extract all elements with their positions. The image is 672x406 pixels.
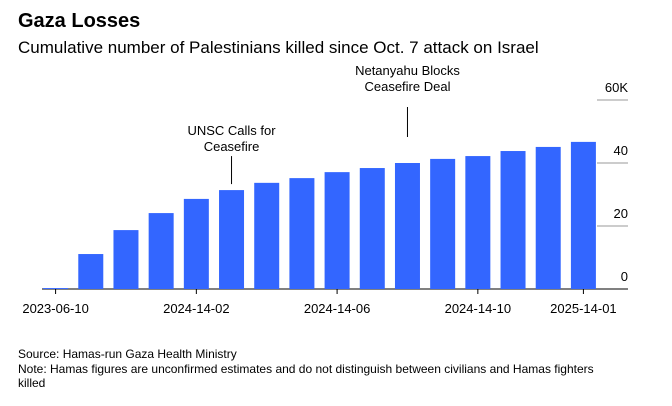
y-tick-label: 20 — [614, 206, 628, 221]
x-tick-label: 2025-14-01 — [550, 301, 617, 316]
bar — [535, 146, 561, 289]
note: Note: Hamas figures are unconfirmed esti… — [18, 362, 594, 390]
bar — [324, 172, 350, 289]
annotation: Ceasefire Deal — [364, 79, 450, 94]
x-tick-label: 2024-14-10 — [445, 301, 512, 316]
bar — [183, 198, 209, 289]
bar — [570, 141, 596, 289]
chart-subtitle: Cumulative number of Palestinians killed… — [18, 38, 539, 57]
annotation: Ceasefire — [204, 139, 260, 154]
bar — [43, 288, 69, 289]
annotation: UNSC Calls for — [187, 123, 276, 138]
chart-title: Gaza Losses — [18, 10, 140, 32]
annotation: Netanyahu Blocks — [355, 63, 460, 78]
bar — [78, 254, 104, 289]
bar — [289, 178, 315, 289]
bar — [254, 182, 280, 289]
x-tick-label: 2023-06-10 — [22, 301, 89, 316]
y-tick-label: 40 — [614, 143, 628, 158]
x-tick-label: 2024-14-06 — [304, 301, 371, 316]
bar — [113, 230, 139, 289]
bar — [359, 168, 385, 289]
bar — [465, 156, 491, 289]
bar — [148, 213, 174, 289]
bar — [430, 158, 456, 289]
y-tick-label: 60K — [605, 80, 628, 95]
x-tick-label: 2024-14-02 — [163, 301, 230, 316]
bar — [500, 151, 526, 289]
y-tick-label: 0 — [621, 269, 628, 284]
chart: Gaza Losses Cumulative number of Palesti… — [18, 10, 628, 316]
source: Source: Hamas-run Gaza Health Ministry — [18, 347, 237, 361]
bar — [219, 190, 245, 289]
bar — [394, 163, 420, 289]
